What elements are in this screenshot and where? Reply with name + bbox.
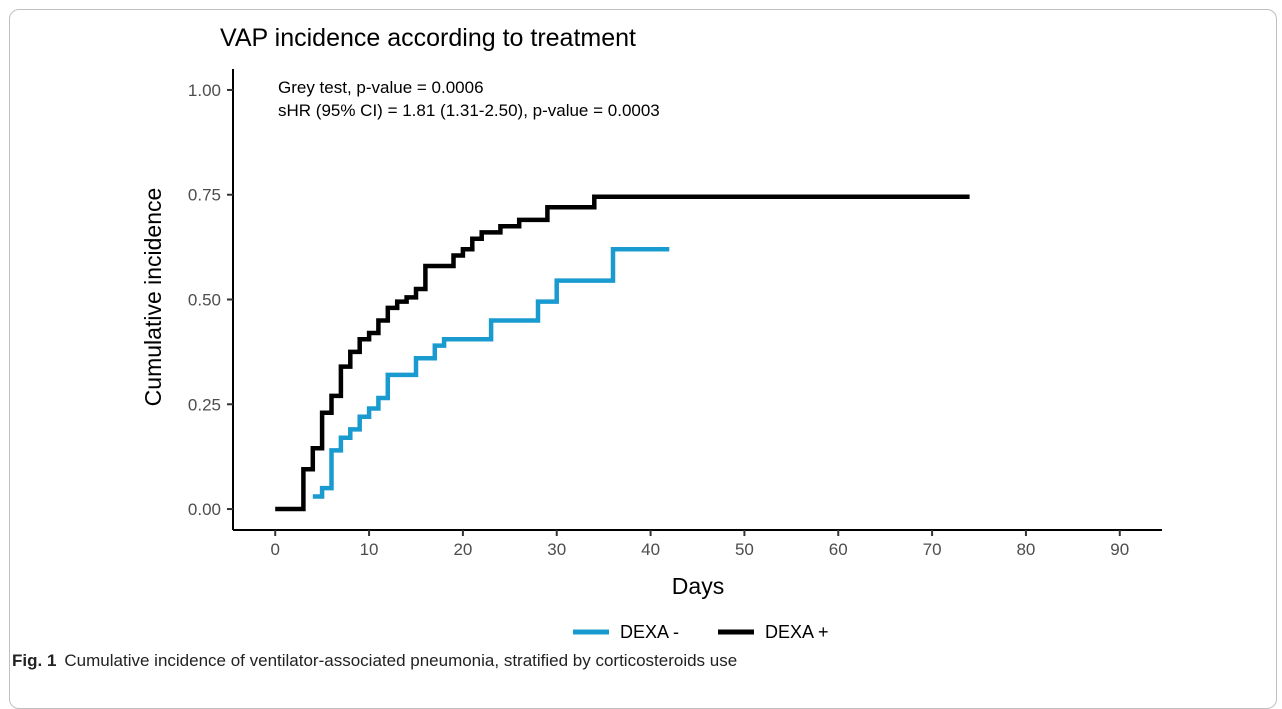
figure-label: Fig. 1	[12, 651, 57, 670]
x-tick-label: 60	[829, 540, 848, 559]
x-axis: 0 10 20 30 40 50 60 70 80 90	[233, 529, 1162, 559]
y-tick-label: 0.25	[188, 395, 221, 414]
caption-text: Cumulative incidence of ventilator-assoc…	[64, 651, 738, 670]
y-axis: 0.00 0.25 0.50 0.75 1.00	[188, 69, 234, 530]
legend-label: DEXA +	[765, 622, 829, 642]
series-line-dexa	[312, 246, 670, 499]
legend: DEXA - DEXA +	[573, 622, 829, 642]
x-tick-label: 80	[1016, 540, 1035, 559]
chart-title: VAP incidence according to treatment	[220, 24, 636, 52]
y-tick-label: 0.75	[188, 186, 221, 205]
x-tick-label: 0	[270, 540, 279, 559]
x-tick-label: 90	[1110, 540, 1129, 559]
figure-caption: Fig. 1 Cumulative incidence of ventilator…	[12, 651, 737, 671]
x-tick-label: 30	[547, 540, 566, 559]
x-tick-label: 40	[641, 540, 660, 559]
x-tick-label: 20	[453, 540, 472, 559]
x-tick-label: 70	[923, 540, 942, 559]
y-tick-label: 1.00	[188, 81, 221, 100]
series-line-dexa	[275, 194, 970, 512]
y-tick-label: 0.50	[188, 291, 221, 310]
x-tick-label: 10	[360, 540, 379, 559]
chart: VAP incidence according to treatment 0.0…	[140, 24, 1162, 642]
series-lines	[275, 194, 970, 512]
y-axis-label: Cumulative incidence	[140, 188, 166, 407]
legend-label: DEXA -	[620, 622, 679, 642]
x-tick-label: 50	[735, 540, 754, 559]
annotation-shr: sHR (95% CI) = 1.81 (1.31-2.50), p-value…	[278, 101, 660, 120]
x-axis-label: Days	[672, 573, 724, 599]
annotation-grey-test: Grey test, p-value = 0.0006	[278, 78, 484, 97]
y-tick-label: 0.00	[188, 500, 221, 519]
